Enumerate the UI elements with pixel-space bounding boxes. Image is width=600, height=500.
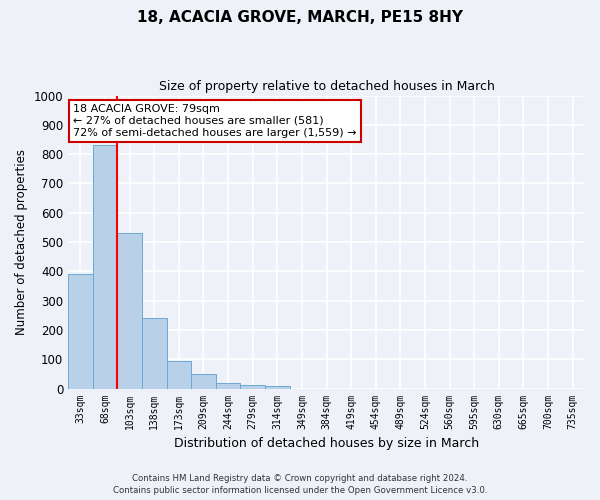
Bar: [241, 385, 265, 388]
Bar: [191, 374, 216, 388]
Bar: [92, 146, 117, 388]
Bar: [167, 360, 191, 388]
Text: 18 ACACIA GROVE: 79sqm
← 27% of detached houses are smaller (581)
72% of semi-de: 18 ACACIA GROVE: 79sqm ← 27% of detached…: [73, 104, 357, 138]
Bar: [117, 234, 142, 388]
Title: Size of property relative to detached houses in March: Size of property relative to detached ho…: [158, 80, 494, 93]
Bar: [68, 274, 92, 388]
Bar: [142, 318, 167, 388]
Text: 18, ACACIA GROVE, MARCH, PE15 8HY: 18, ACACIA GROVE, MARCH, PE15 8HY: [137, 10, 463, 25]
Text: Contains HM Land Registry data © Crown copyright and database right 2024.
Contai: Contains HM Land Registry data © Crown c…: [113, 474, 487, 495]
Y-axis label: Number of detached properties: Number of detached properties: [15, 149, 28, 335]
X-axis label: Distribution of detached houses by size in March: Distribution of detached houses by size …: [174, 437, 479, 450]
Bar: [265, 386, 290, 388]
Bar: [216, 382, 241, 388]
